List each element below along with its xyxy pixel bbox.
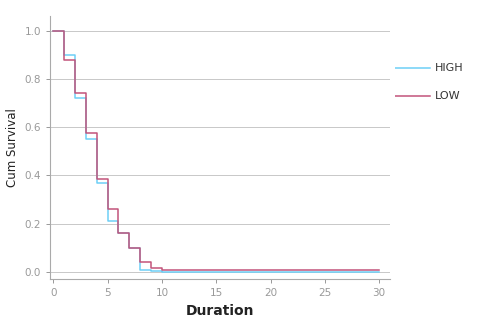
HIGH xyxy=(148,268,154,272)
HIGH xyxy=(126,246,132,250)
HIGH xyxy=(126,231,132,235)
LOW xyxy=(376,268,382,272)
LOW xyxy=(83,91,89,95)
HIGH xyxy=(159,269,165,273)
HIGH xyxy=(137,268,143,272)
LOW xyxy=(104,177,110,181)
X-axis label: Duration: Duration xyxy=(186,304,254,318)
Text: LOW: LOW xyxy=(435,91,460,101)
LOW xyxy=(159,266,165,270)
LOW xyxy=(148,260,154,264)
LOW xyxy=(137,260,143,264)
HIGH xyxy=(104,181,110,185)
HIGH xyxy=(94,137,100,141)
HIGH xyxy=(61,29,67,32)
LOW xyxy=(94,131,100,135)
HIGH xyxy=(50,29,56,32)
HIGH xyxy=(116,219,121,223)
LOW xyxy=(50,29,56,32)
HIGH xyxy=(148,269,154,273)
LOW xyxy=(116,231,121,235)
LOW xyxy=(126,231,132,235)
LOW xyxy=(148,266,154,270)
HIGH xyxy=(94,181,100,185)
HIGH xyxy=(159,270,165,274)
LOW xyxy=(137,246,143,250)
HIGH xyxy=(83,137,89,141)
LOW xyxy=(104,207,110,211)
HIGH xyxy=(116,231,121,235)
HIGH xyxy=(72,96,78,100)
Line: LOW: LOW xyxy=(54,30,379,270)
LOW xyxy=(126,246,132,250)
HIGH xyxy=(83,96,89,100)
LOW xyxy=(72,91,78,95)
LOW xyxy=(83,131,89,135)
LOW xyxy=(376,268,382,272)
LOW xyxy=(72,57,78,61)
HIGH xyxy=(137,246,143,250)
Y-axis label: Cum Survival: Cum Survival xyxy=(6,108,19,187)
HIGH xyxy=(104,219,110,223)
LOW xyxy=(94,177,100,181)
Text: HIGH: HIGH xyxy=(435,63,464,73)
LOW xyxy=(376,268,382,272)
LOW xyxy=(61,57,67,61)
HIGH xyxy=(376,270,382,274)
HIGH xyxy=(72,53,78,56)
LOW xyxy=(159,268,165,272)
LOW xyxy=(116,207,121,211)
LOW xyxy=(61,29,67,32)
Line: HIGH: HIGH xyxy=(54,30,379,272)
HIGH xyxy=(61,53,67,56)
